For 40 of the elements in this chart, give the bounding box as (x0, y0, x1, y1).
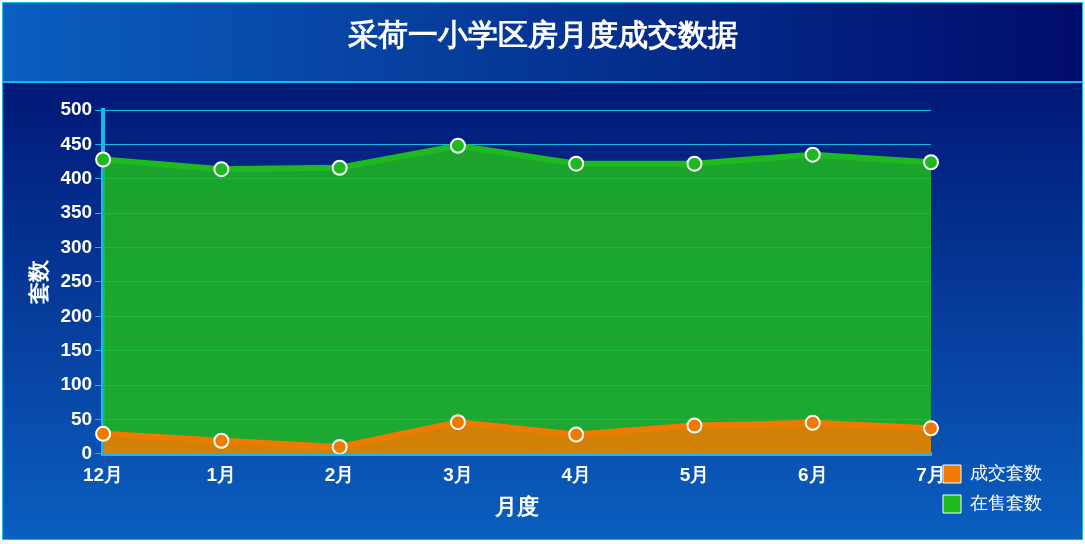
point (923, 420, 939, 437)
point (95, 425, 112, 442)
x-tick-label: 4月 (561, 464, 591, 486)
point (331, 159, 348, 176)
x-tick-label: 6月 (797, 464, 828, 486)
point (568, 426, 585, 443)
y-tick-label: 450 (60, 132, 93, 154)
point (331, 438, 348, 454)
point (568, 155, 585, 172)
y-tick-label: 400 (60, 166, 93, 188)
y-tick-label: 0 (81, 442, 93, 464)
legend-label: 在售套数 (970, 492, 1042, 513)
point (213, 432, 230, 449)
x-tick-label: 12月 (83, 464, 124, 486)
y-axis-title: 套数 (26, 258, 52, 305)
y-tick-label: 350 (60, 201, 93, 223)
y-tick-label: 500 (60, 98, 93, 120)
point (213, 161, 230, 178)
x-tick-label: 7月 (916, 464, 946, 486)
point (686, 417, 703, 434)
x-axis-title: 月度 (494, 493, 540, 519)
point (686, 155, 703, 172)
y-tick-label: 200 (60, 304, 93, 326)
point (804, 146, 821, 163)
y-tick-label: 100 (60, 373, 93, 395)
legend-label: 成交套数 (970, 462, 1042, 483)
x-tick-label: 5月 (679, 464, 710, 486)
y-tick-label: 50 (70, 407, 93, 429)
x-tick-label: 2月 (324, 464, 355, 486)
x-tick-label: 1月 (206, 464, 237, 486)
point (923, 154, 939, 171)
y-tick-label: 250 (60, 270, 93, 292)
y-tick-label: 300 (60, 235, 93, 257)
point (804, 414, 821, 431)
x-tick-label: 3月 (443, 464, 473, 486)
chart-title: 采荷一小学区房月度成交数据 (346, 16, 739, 54)
point (449, 137, 466, 154)
y-tick-label: 150 (60, 338, 93, 360)
point (95, 151, 112, 168)
point (449, 414, 466, 431)
